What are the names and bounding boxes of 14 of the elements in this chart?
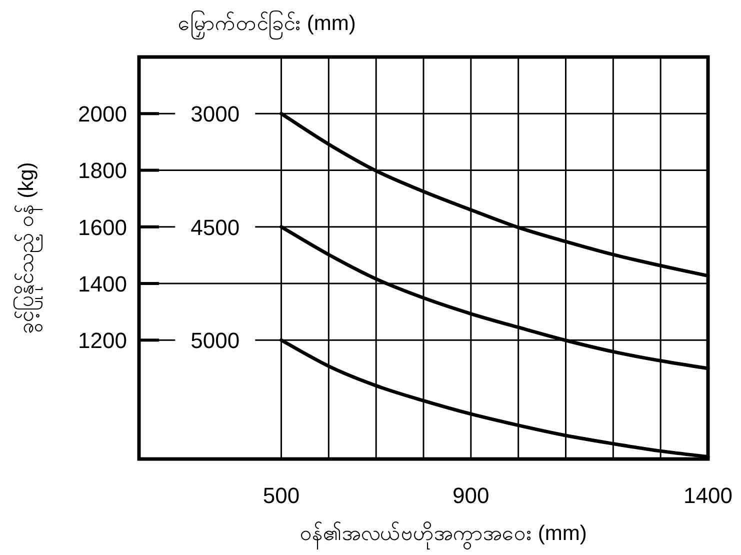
legend-title: မြှောက်တင်ခြင်း (mm): [178, 9, 356, 40]
y-tick-label: 2000: [78, 102, 127, 127]
x-tick-label: 500: [262, 483, 300, 508]
x-tick-label: 900: [452, 483, 490, 508]
x-axis-title: ဝန်၏အလယ်ဗဟိုအကွာအဝေး (mm): [300, 520, 587, 551]
y-tick-label: 1800: [78, 158, 127, 184]
legend-label: 4500: [190, 214, 240, 240]
y-tick-label: 1200: [78, 328, 127, 354]
y-axis-title: ခွင့်ပြုနိုင်သည့် ဝန် (kg): [12, 162, 44, 334]
legend-label: 5000: [190, 328, 240, 354]
y-tick-label: 1400: [78, 271, 127, 296]
y-tick-label: 1600: [78, 214, 127, 240]
legend-label: 3000: [190, 102, 240, 127]
x-tick-label: 1400: [684, 483, 732, 508]
